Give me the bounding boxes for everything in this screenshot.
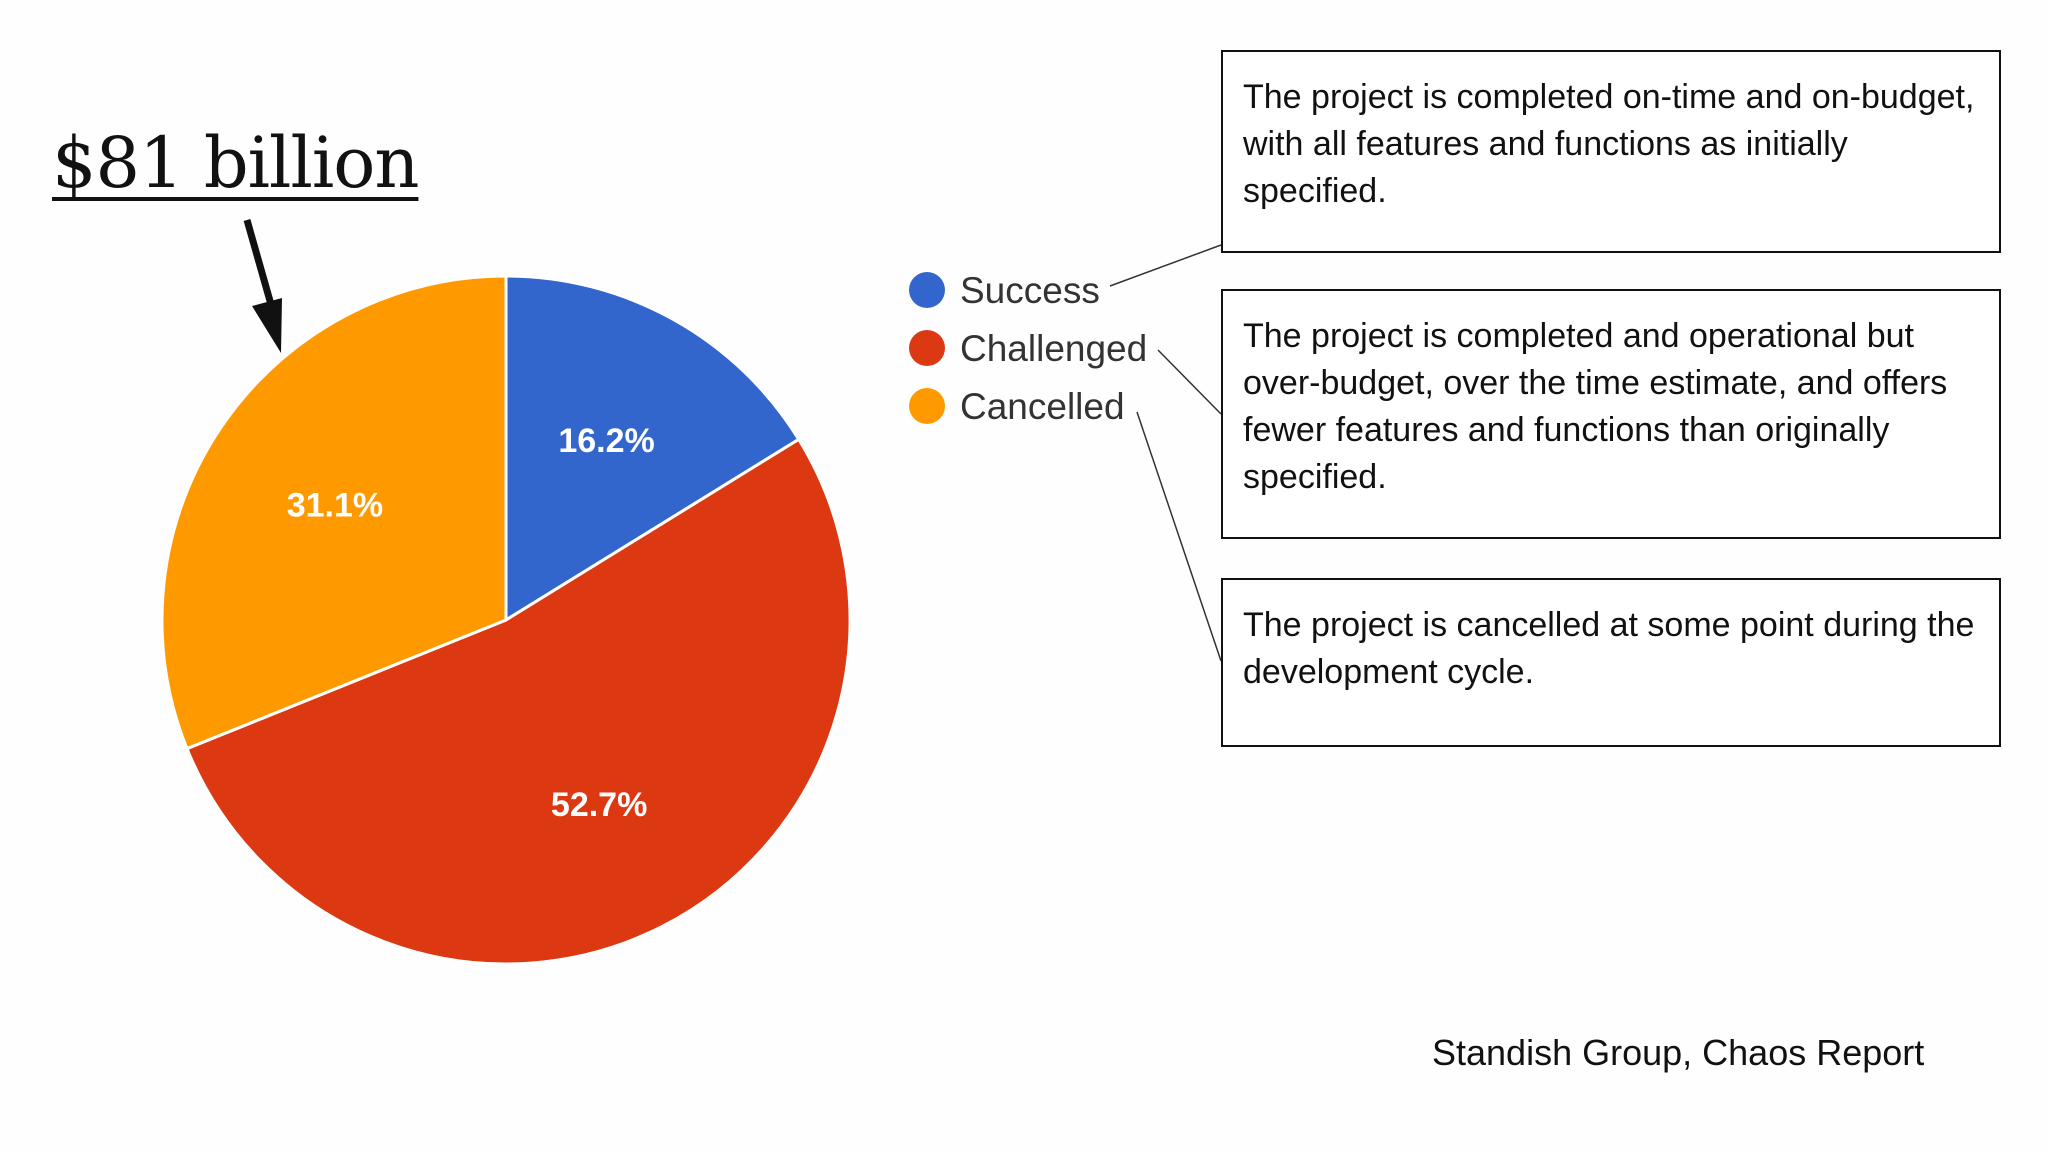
headline-total: $81 billion (52, 122, 419, 204)
pie-slice-success (504, 274, 801, 623)
legend-item-cancelled: Cancelled (909, 386, 1125, 427)
pie-slice-cancelled (160, 274, 508, 751)
connector-challenged (1157, 349, 1222, 415)
legend-label-success: Success (960, 270, 1100, 311)
connector-success (1109, 244, 1222, 287)
connector-lines (1109, 244, 1222, 662)
legend-swatch-challenged (909, 330, 945, 366)
description-box-cancelled: The project is cancelled at some point d… (1221, 578, 2001, 747)
pie-labels: 16.2% 52.7% 31.1% (287, 422, 655, 824)
description-success: The project is completed on-time and on-… (1243, 78, 1975, 210)
description-box-success: The project is completed on-time and on-… (1221, 50, 2001, 253)
legend-label-cancelled: Cancelled (960, 386, 1125, 427)
legend-item-challenged: Challenged (909, 328, 1147, 369)
legend-label-challenged: Challenged (960, 328, 1147, 369)
legend-item-success: Success (909, 270, 1100, 311)
legend-swatch-success (909, 272, 945, 308)
description-box-challenged: The project is completed and operational… (1221, 289, 2001, 539)
source-citation: Standish Group, Chaos Report (1432, 1032, 1925, 1073)
legend: Success Challenged Cancelled (909, 270, 1147, 427)
arrow-pointer (243, 219, 282, 353)
pie-label-challenged: 52.7% (551, 786, 647, 824)
legend-swatch-cancelled (909, 388, 945, 424)
description-challenged: The project is completed and operational… (1243, 317, 1948, 496)
description-cancelled: The project is cancelled at some point d… (1243, 606, 1975, 691)
pie-label-cancelled: 31.1% (287, 487, 383, 525)
connector-cancelled (1136, 411, 1222, 662)
pie-slices (160, 274, 852, 966)
pie-slice-challenged (185, 437, 852, 966)
pie-label-success: 16.2% (558, 422, 654, 460)
